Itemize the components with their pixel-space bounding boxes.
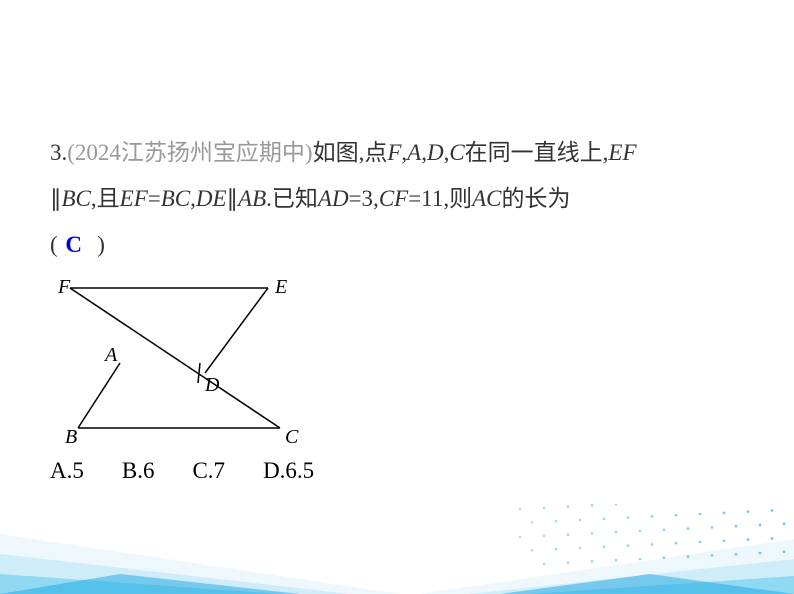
text2: 在同一直线上, [465,140,609,165]
var-ad: AD [318,186,349,211]
var-ef: EF [608,140,636,165]
footer-decoration [0,504,794,594]
var-ac: AC [472,186,501,211]
var-f: F [387,140,401,165]
answer-options: A.5 B.6 C.7 D.6.5 [50,458,744,484]
text1: 如图,点 [313,140,388,165]
question-number: 3 [50,140,62,165]
svg-text:D: D [204,374,220,396]
paren-close: ) [97,232,105,257]
var-c: C [449,140,464,165]
question-source: (2024江苏扬州宝应期中) [67,140,312,165]
var-ab: AB [238,186,266,211]
question-text: 3.(2024江苏扬州宝应期中)如图,点F,A,D,C在同一直线上,EF∥BC,… [50,130,744,268]
par2: ∥ [227,186,239,211]
var-cf: CF [379,186,408,211]
var-d: D [427,140,444,165]
geometry-figure: F E A D B C [50,273,744,453]
answer-letter: C [65,232,82,257]
var-bc2: BC [161,186,190,211]
var-bc: BC [62,186,91,211]
svg-text:B: B [65,426,77,448]
var-a: A [407,140,421,165]
svg-text:E: E [274,276,287,298]
text4: .已知 [266,186,318,211]
par1: ∥ [50,186,62,211]
svg-text:A: A [103,344,118,366]
var-de: DE [196,186,227,211]
eq3: =11,则 [408,186,472,211]
eq1: = [148,186,161,211]
option-d: D.6.5 [263,458,314,483]
svg-text:C: C [285,426,299,448]
slide-content: 3.(2024江苏扬州宝应期中)如图,点F,A,D,C在同一直线上,EF∥BC,… [0,0,794,484]
option-c: C.7 [192,458,225,483]
var-ef2: EF [120,186,148,211]
option-b: B.6 [122,458,155,483]
text3: ,且 [91,186,120,211]
eq2: =3, [349,186,379,211]
svg-text:F: F [57,276,71,298]
option-a: A.5 [50,458,84,483]
text5: 的长为 [501,186,570,211]
paren-open: ( [50,232,58,257]
